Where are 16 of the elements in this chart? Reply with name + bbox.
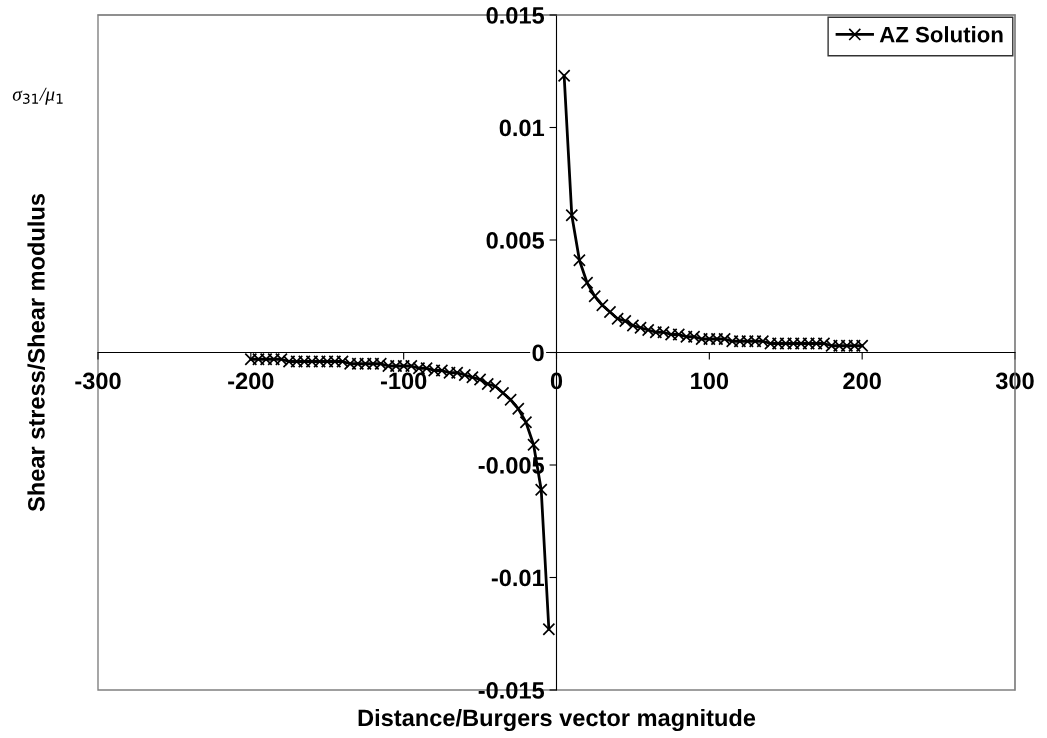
y-tick-label: -0.01: [491, 569, 545, 587]
x-tick-label: 200: [843, 372, 881, 390]
x-tick-label: -100: [380, 372, 427, 390]
x-tick-label: -300: [75, 372, 121, 390]
x-tick-label: -200: [228, 372, 274, 390]
x-tick-label: 300: [995, 372, 1034, 390]
y-tick-label: 0.01: [499, 119, 545, 137]
y-tick-label: 0: [532, 344, 544, 362]
y-tick-label: 0.015: [486, 7, 545, 24]
x-axis-title: Distance/Burgers vector magnitude: [358, 708, 756, 732]
y-axis-title: Shear stress/Shear modulus: [27, 194, 45, 512]
x-tick-label: 100: [691, 372, 729, 390]
legend-label: AZ Solution: [879, 26, 1003, 43]
y-tick-label: 0.005: [486, 232, 545, 249]
y-tick-label: -0.015: [478, 682, 545, 699]
text: σ$_{31}$/μ$_{1}$: [12, 87, 63, 105]
